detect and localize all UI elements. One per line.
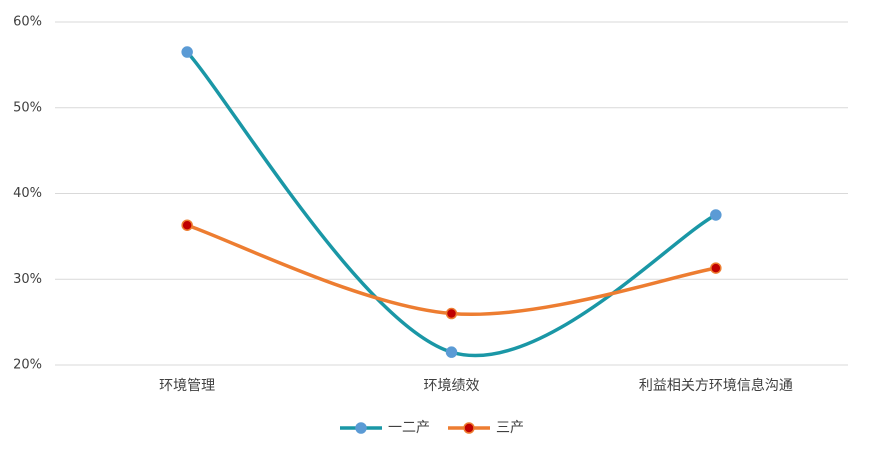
legend-marker [355, 422, 367, 434]
legend-label: 一二产 [388, 420, 430, 436]
y-tick-label: 50% [13, 100, 42, 115]
y-tick-label: 20% [13, 358, 42, 373]
data-point [710, 209, 722, 221]
data-point [445, 307, 458, 320]
data-point [710, 262, 722, 274]
legend-marker [463, 422, 475, 434]
data-point [445, 346, 458, 358]
x-tick-label: 环境管理 [159, 378, 215, 394]
x-tick-label: 利益相关方环境信息沟通 [639, 377, 793, 394]
y-tick-label: 30% [13, 272, 42, 287]
legend-label: 三产 [496, 420, 524, 436]
data-point [181, 219, 193, 231]
y-tick-label: 40% [13, 186, 42, 201]
y-tick-label: 60% [13, 15, 42, 30]
data-point [181, 46, 193, 58]
series-line [186, 223, 717, 317]
x-tick-label: 环境绩效 [424, 378, 480, 394]
